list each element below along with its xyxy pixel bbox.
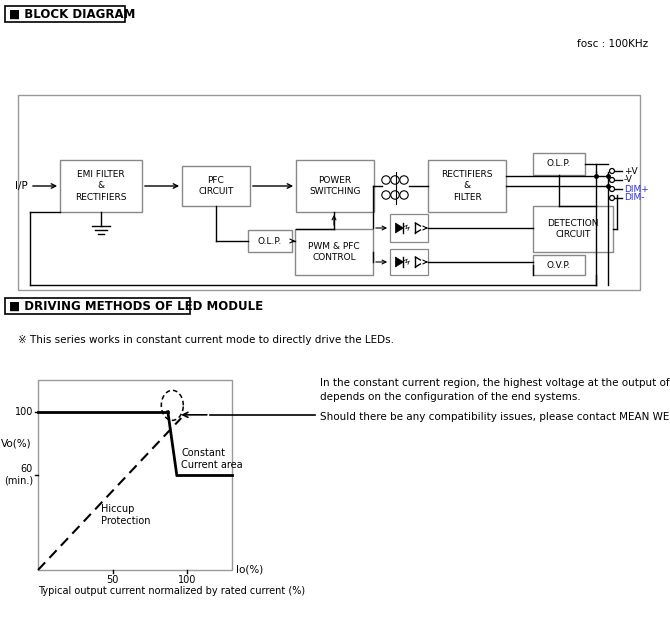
Text: Hiccup
Protection: Hiccup Protection (100, 503, 150, 526)
Text: DIM+: DIM+ (624, 185, 649, 193)
FancyBboxPatch shape (390, 214, 428, 242)
Text: In the constant current region, the highest voltage at the output of the driver: In the constant current region, the high… (320, 378, 670, 388)
Text: fosc : 100KHz: fosc : 100KHz (577, 39, 648, 49)
Text: Io(%): Io(%) (236, 565, 263, 575)
FancyBboxPatch shape (296, 160, 374, 212)
FancyBboxPatch shape (5, 6, 125, 22)
Text: O.L.P.: O.L.P. (547, 159, 571, 169)
FancyBboxPatch shape (295, 229, 373, 275)
Text: +V: +V (624, 167, 638, 175)
FancyBboxPatch shape (38, 380, 232, 570)
Text: 100: 100 (15, 407, 33, 417)
Text: EMI FILTER
&
RECTIFIERS: EMI FILTER & RECTIFIERS (75, 170, 127, 202)
Circle shape (391, 191, 399, 199)
Text: 60
(min.): 60 (min.) (4, 464, 33, 486)
Polygon shape (395, 257, 403, 267)
Circle shape (610, 169, 614, 174)
Text: O.L.P.: O.L.P. (258, 236, 282, 246)
FancyBboxPatch shape (182, 166, 250, 206)
Text: DIM-: DIM- (624, 193, 645, 203)
Text: 100: 100 (178, 575, 196, 585)
Text: ■ BLOCK DIAGRAM: ■ BLOCK DIAGRAM (9, 7, 135, 20)
Text: O.V.P.: O.V.P. (547, 260, 571, 270)
Text: I/P: I/P (15, 181, 28, 191)
Text: ■ DRIVING METHODS OF LED MODULE: ■ DRIVING METHODS OF LED MODULE (9, 299, 263, 312)
FancyBboxPatch shape (533, 206, 613, 252)
Text: Constant
Current area: Constant Current area (182, 448, 243, 471)
Circle shape (382, 176, 390, 184)
FancyBboxPatch shape (248, 230, 292, 252)
Text: 50: 50 (107, 575, 119, 585)
Circle shape (610, 177, 614, 182)
FancyBboxPatch shape (390, 249, 428, 275)
Text: POWER
SWITCHING: POWER SWITCHING (310, 176, 360, 196)
Circle shape (382, 191, 390, 199)
Text: -V: -V (624, 175, 633, 185)
Circle shape (400, 176, 408, 184)
Text: ※ This series works in constant current mode to directly drive the LEDs.: ※ This series works in constant current … (18, 335, 394, 345)
Text: Vo(%): Vo(%) (1, 438, 32, 448)
Circle shape (400, 191, 408, 199)
Circle shape (391, 176, 399, 184)
Text: RECTIFIERS
&
FILTER: RECTIFIERS & FILTER (442, 170, 492, 202)
FancyBboxPatch shape (533, 255, 585, 275)
Circle shape (610, 195, 614, 200)
FancyBboxPatch shape (60, 160, 142, 212)
Text: depends on the configuration of the end systems.: depends on the configuration of the end … (320, 392, 581, 402)
Text: Typical output current normalized by rated current (%): Typical output current normalized by rat… (38, 586, 305, 596)
FancyBboxPatch shape (5, 298, 190, 314)
FancyBboxPatch shape (428, 160, 506, 212)
Text: PWM & PFC
CONTROL: PWM & PFC CONTROL (308, 242, 360, 262)
Circle shape (610, 187, 614, 192)
Text: Should there be any compatibility issues, please contact MEAN WELL.: Should there be any compatibility issues… (320, 412, 670, 422)
FancyBboxPatch shape (533, 153, 585, 175)
Text: DETECTION
CIRCUIT: DETECTION CIRCUIT (547, 219, 599, 239)
Polygon shape (395, 223, 403, 233)
Text: PFC
CIRCUIT: PFC CIRCUIT (198, 176, 234, 196)
